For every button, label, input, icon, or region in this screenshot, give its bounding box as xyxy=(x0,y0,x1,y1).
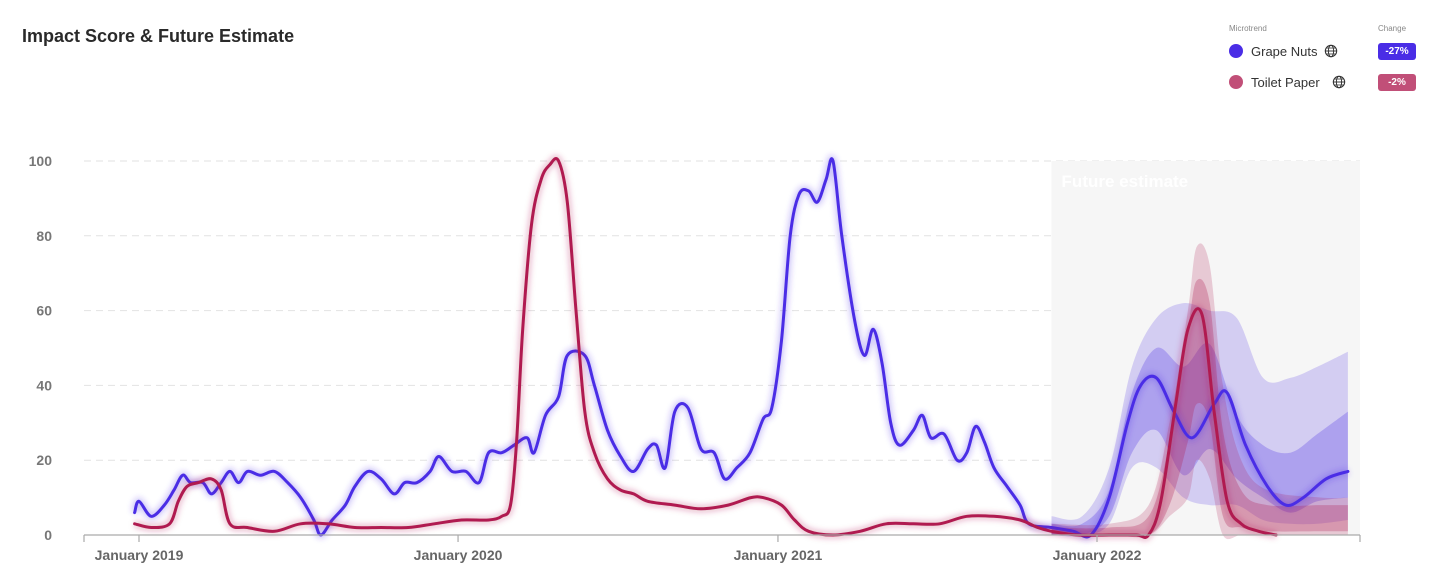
forecast-band-toilet-paper xyxy=(1051,243,1348,540)
series-color-dot xyxy=(1229,75,1243,89)
legend-item-toilet-paper[interactable]: Toilet Paper -2% xyxy=(1228,72,1428,92)
axes: 0 20 40 60 80 100 January 2019 January 2020 Janu… xyxy=(29,153,1361,563)
future-estimate-label: Future estimate xyxy=(1062,172,1189,191)
x-tick-label: January 2022 xyxy=(1053,547,1142,563)
change-badge: -2% xyxy=(1378,74,1416,91)
forecast-band-grape-nuts xyxy=(1051,342,1348,537)
x-tick-label: January 2021 xyxy=(734,547,823,563)
y-tick-label: 40 xyxy=(36,377,52,393)
y-tick-label: 100 xyxy=(29,153,53,169)
x-tick-label: January 2019 xyxy=(95,547,184,563)
x-tick-label: January 2020 xyxy=(414,547,503,563)
y-tick-label: 60 xyxy=(36,303,52,319)
legend-header-microtrend: Microtrend xyxy=(1229,24,1267,33)
globe-icon[interactable] xyxy=(1332,75,1346,89)
grid xyxy=(84,160,1360,461)
chart-title: Impact Score & Future Estimate xyxy=(22,26,295,46)
forecast-band-toilet-paper xyxy=(1051,278,1348,538)
legend-item-grape-nuts[interactable]: Grape Nuts -27% xyxy=(1228,41,1428,61)
legend-label: Toilet Paper xyxy=(1251,75,1320,90)
forecast-band-grape-nuts xyxy=(1051,302,1348,536)
legend: Microtrend Change Grape Nuts -27% Toilet… xyxy=(1228,24,1428,104)
y-tick-label: 0 xyxy=(44,527,52,543)
globe-icon[interactable] xyxy=(1324,44,1338,58)
y-tick-label: 80 xyxy=(36,228,52,244)
legend-header-change: Change xyxy=(1378,24,1407,33)
y-tick-label: 20 xyxy=(36,452,52,468)
legend-label: Grape Nuts xyxy=(1251,44,1318,59)
change-badge: -27% xyxy=(1378,43,1416,60)
forecast-bands xyxy=(1051,243,1348,540)
series-color-dot xyxy=(1229,44,1243,58)
